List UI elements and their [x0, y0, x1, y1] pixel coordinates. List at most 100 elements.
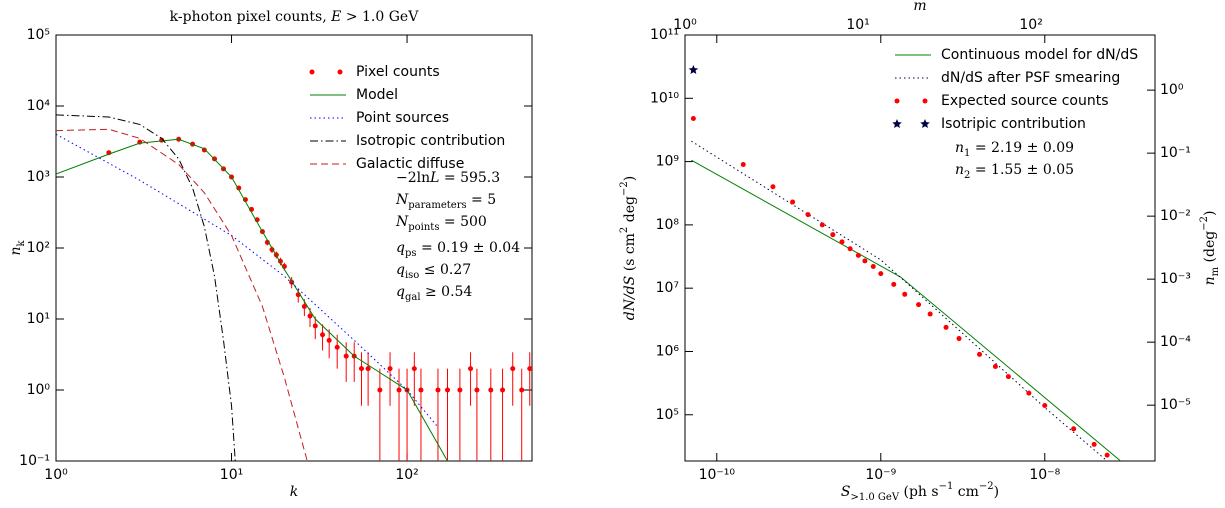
- data-point: [326, 337, 332, 343]
- annotation-part: N: [395, 214, 409, 230]
- chart-title: k-photon pixel counts, E > 1.0 GeV: [170, 9, 420, 25]
- data-point: [688, 64, 699, 75]
- y2-tick-label: 10⁻³: [1160, 271, 1191, 287]
- data-point: [690, 115, 696, 121]
- y-axis-label-part: k: [16, 240, 27, 247]
- annotation: Nparameters = 5: [395, 192, 496, 211]
- x-axis-label-part: k: [290, 484, 298, 500]
- y-tick-label: 10⁴: [27, 98, 51, 114]
- y2-tick-label: 10⁻²: [1160, 208, 1191, 224]
- series-line: [56, 133, 439, 428]
- data-point: [435, 387, 441, 393]
- data-point: [819, 222, 825, 228]
- data-point: [805, 212, 811, 218]
- legend-label: Model: [356, 87, 398, 103]
- legend-swatch: [337, 69, 343, 75]
- data-point: [387, 366, 393, 372]
- data-point: [1104, 452, 1110, 458]
- y-tick-label: 10¹: [27, 311, 50, 327]
- annotation-part: = 5: [467, 192, 497, 208]
- y2-axis-label-part: m: [1210, 266, 1221, 276]
- x-tick-label: 10²: [395, 467, 418, 483]
- legend-label: Isotripic contribution: [941, 116, 1086, 132]
- data-point: [790, 199, 796, 205]
- annotation-part: L: [429, 170, 439, 186]
- legend-swatch: [922, 98, 928, 104]
- data-point: [878, 271, 884, 277]
- x-axis-label-part: −1: [939, 481, 954, 492]
- annotation-part: ≥ 0.54: [421, 284, 473, 300]
- y-axis-label-part: ): [622, 176, 638, 181]
- legend-swatch: [894, 98, 900, 104]
- legend-swatch: [920, 119, 930, 129]
- y-tick-label: 10⁷: [656, 280, 679, 296]
- annotation: qps = 0.19 ± 0.04: [396, 240, 520, 259]
- y-axis-label: dN/dS (s cm2 deg−2): [619, 176, 638, 320]
- y-tick-label: 10⁵: [656, 407, 679, 423]
- series-line: [56, 114, 236, 461]
- chart-title-part: k-photon pixel counts,: [170, 9, 331, 25]
- x2-axis-label: m: [913, 0, 926, 14]
- data-point: [902, 291, 908, 297]
- data-point: [334, 344, 340, 350]
- data-point: [770, 184, 776, 190]
- data-point: [488, 387, 494, 393]
- legend-label: Expected source counts: [941, 93, 1109, 109]
- data-point: [1091, 441, 1097, 447]
- y2-axis-label-part: ): [1202, 211, 1218, 216]
- data-point: [312, 323, 318, 329]
- x-tick-label: 10⁻⁸: [1029, 467, 1060, 483]
- y-tick-label: 10⁶: [656, 343, 680, 359]
- x-axis-label-part: cm: [953, 484, 979, 500]
- chart-title-part: E: [330, 9, 341, 25]
- data-point: [891, 281, 897, 287]
- series-line: [56, 138, 448, 461]
- x2-tick-label: 10²: [1019, 17, 1042, 33]
- y2-tick-label: 10⁻⁵: [1160, 397, 1191, 413]
- y-axis-label: nk: [8, 240, 27, 256]
- data-point: [358, 366, 364, 372]
- x-axis-label-part: ): [994, 484, 999, 500]
- annotation-part: q: [396, 262, 405, 278]
- annotation-part: −2ln: [396, 170, 430, 186]
- annotation: n2 = 1.55 ± 0.05: [955, 162, 1074, 181]
- data-point: [916, 302, 922, 308]
- data-point: [927, 311, 933, 317]
- y-axis-label-part: 2: [619, 227, 630, 233]
- legend-label: dN/dS after PSF smearing: [941, 70, 1120, 86]
- data-point: [264, 239, 270, 245]
- data-point: [1026, 390, 1032, 396]
- y-tick-label: 10⁹: [656, 154, 680, 170]
- plot-area: [688, 64, 1121, 461]
- legend-label: Continuous model for dN/dS: [941, 47, 1138, 63]
- data-point: [1042, 403, 1048, 409]
- y-tick-label: 10³: [27, 169, 50, 185]
- legend-label: Galactic diffuse: [356, 156, 464, 172]
- data-point: [301, 303, 307, 309]
- annotation-part: = 500: [439, 214, 486, 230]
- y2-axis-label: nm (deg−2): [1199, 211, 1221, 286]
- annotation-part: = 0.19 ± 0.04: [417, 240, 521, 256]
- data-point: [943, 324, 949, 330]
- data-point: [740, 161, 746, 167]
- data-point: [830, 232, 836, 238]
- x-tick-label: 10¹: [220, 467, 243, 483]
- plot-frame: [684, 34, 1156, 462]
- data-point: [527, 366, 532, 372]
- data-point: [1005, 374, 1011, 380]
- legend-label: Pixel counts: [356, 64, 440, 80]
- annotation: qgal ≥ 0.54: [396, 284, 472, 303]
- series-line: [56, 128, 308, 461]
- x-tick-label: 10⁻⁹: [865, 467, 896, 483]
- annotation-part: = 1.55 ± 0.05: [970, 162, 1074, 178]
- y2-axis-label-part: −2: [1199, 216, 1210, 231]
- y2-tick-label: 10⁻⁴: [1160, 334, 1191, 350]
- data-point: [1071, 426, 1077, 432]
- legend-swatch: [309, 69, 315, 75]
- annotation-part: n: [955, 140, 964, 156]
- data-point: [519, 387, 525, 393]
- legend-label: Point sources: [356, 110, 449, 126]
- data-point: [445, 387, 451, 393]
- annotation-part: = 595.3: [439, 170, 500, 186]
